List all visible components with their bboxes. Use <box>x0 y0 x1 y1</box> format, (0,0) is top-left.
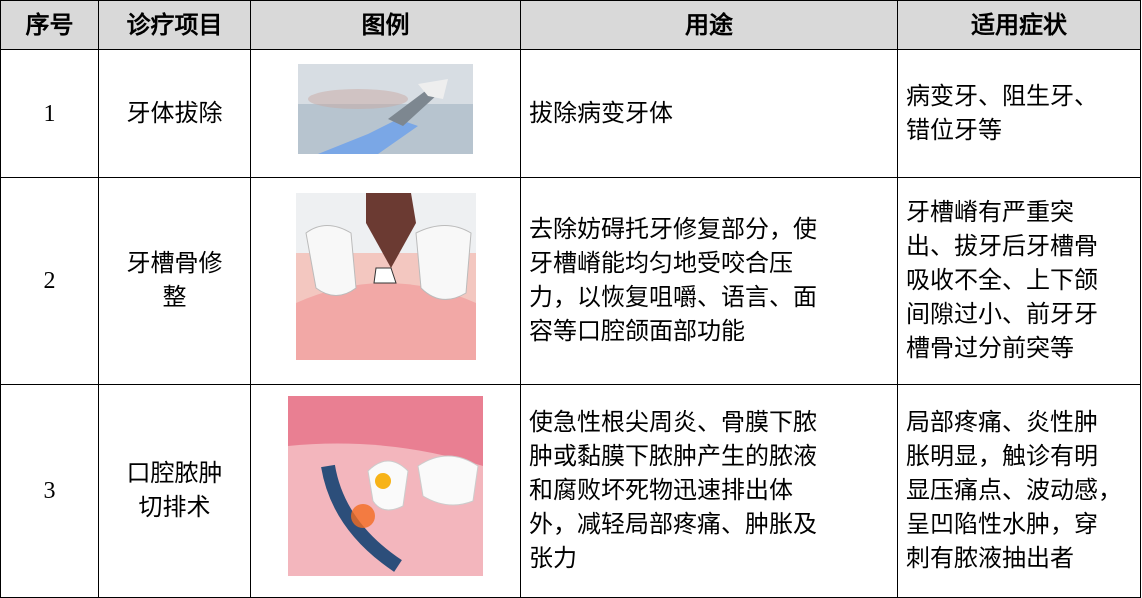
number-cell: 3 <box>0 384 99 598</box>
cell-line: 力，以恢复咀嚼、语言、面 <box>529 285 817 311</box>
cell-line: 吸收不全、上下颌 <box>906 268 1098 294</box>
cell-line: 胀明显，触诊有明 <box>906 444 1098 470</box>
image-cell <box>250 384 521 598</box>
cell-line: 容等口腔颌面部功能 <box>529 319 745 345</box>
cell-line: 刺有脓液抽出者 <box>906 546 1074 572</box>
use-cell: 去除妨碍托牙修复部分，使 牙槽嵴能均匀地受咬合压 力，以恢复咀嚼、语言、面 容等口腔颌… <box>520 177 898 385</box>
cell-line: 显压痛点、波动感， <box>906 478 1122 504</box>
cell-line: 去除妨碍托牙修复部分，使 <box>529 217 817 243</box>
table-row: 3 口腔脓肿 切排术 使急性根尖周炎、骨膜下脓 肿或黏膜下脓肿产生的脓液 和腐败坏死物迅速… <box>0 384 1141 598</box>
cell-line: 牙体拔除 <box>126 100 223 127</box>
cell-line: 间隙过小、前牙牙 <box>906 302 1098 328</box>
number-cell: 1 <box>0 49 99 178</box>
cell-line: 使急性根尖周炎、骨膜下脓 <box>529 410 817 436</box>
header-cell: 适用症状 <box>897 0 1141 50</box>
header-cell: 诊疗项目 <box>98 0 251 50</box>
cell-line: 张力 <box>529 546 577 572</box>
cell-line: 整 <box>162 285 187 311</box>
number-cell: 2 <box>0 177 99 385</box>
cell-line: 病变牙、阻生牙、 <box>906 83 1098 110</box>
cell-line: 牙槽嵴有严重突 <box>906 200 1074 226</box>
header-row: 序号 诊疗项目 图例 用途 适用症状 <box>0 0 1141 50</box>
cell-line: 口腔脓肿 <box>126 461 223 487</box>
header-cell: 图例 <box>250 0 521 50</box>
cell-line: 和腐败坏死物迅速排出体 <box>529 478 793 504</box>
header-cell: 序号 <box>0 0 99 50</box>
image-cell <box>250 49 521 178</box>
table-body: 1 牙体拔除 拔除病变牙体 病变牙、阻生牙、 错位牙等 2 牙槽骨修整去除妨碍托牙修复部分，… <box>0 49 1141 598</box>
cell-line: 出、拔牙后牙槽骨 <box>906 234 1098 260</box>
item-cell: 牙体拔除 <box>98 49 251 178</box>
table-row: 2 牙槽骨修整去除妨碍托牙修复部分，使 牙槽嵴能均匀地受咬合压 力，以恢复咀嚼、语言、… <box>0 177 1141 385</box>
cell-line: 错位牙等 <box>906 117 1002 144</box>
cell-line: 局部疼痛、炎性肿 <box>906 410 1098 436</box>
item-cell: 牙槽骨修整 <box>98 177 251 385</box>
cell-line: 拔除病变牙体 <box>529 100 673 127</box>
cell-line: 呈凹陷性水肿，穿 <box>906 512 1098 538</box>
use-cell: 拔除病变牙体 <box>520 49 898 178</box>
image-cell <box>250 177 521 385</box>
cell-line: 外，减轻局部疼痛、肿胀及 <box>529 512 817 538</box>
cell-line: 牙槽骨修 <box>126 251 223 277</box>
header-cell: 用途 <box>520 0 898 50</box>
symptom-cell: 牙槽嵴有严重突 出、拔牙后牙槽骨 吸收不全、上下颌 间隙过小、前牙牙 槽骨过分前突等 <box>897 177 1141 385</box>
illustration <box>295 192 476 360</box>
cell-line: 肿或黏膜下脓肿产生的脓液 <box>529 444 817 470</box>
item-cell: 口腔脓肿 切排术 <box>98 384 251 598</box>
table-row: 1 牙体拔除 拔除病变牙体 病变牙、阻生牙、 错位牙等 <box>0 49 1141 178</box>
illustration <box>288 396 483 576</box>
cell-line: 槽骨过分前突等 <box>906 336 1074 362</box>
illustration <box>298 63 473 154</box>
symptom-cell: 局部疼痛、炎性肿 胀明显，触诊有明 显压痛点、波动感， 呈凹陷性水肿，穿 刺有脓液抽出者 <box>897 384 1141 598</box>
cell-line: 切排术 <box>138 495 211 521</box>
symptom-cell: 病变牙、阻生牙、 错位牙等 <box>897 49 1141 178</box>
cell-line: 牙槽嵴能均匀地受咬合压 <box>529 251 793 277</box>
use-cell: 使急性根尖周炎、骨膜下脓 肿或黏膜下脓肿产生的脓液 和腐败坏死物迅速排出体 外，减轻局… <box>520 384 898 598</box>
